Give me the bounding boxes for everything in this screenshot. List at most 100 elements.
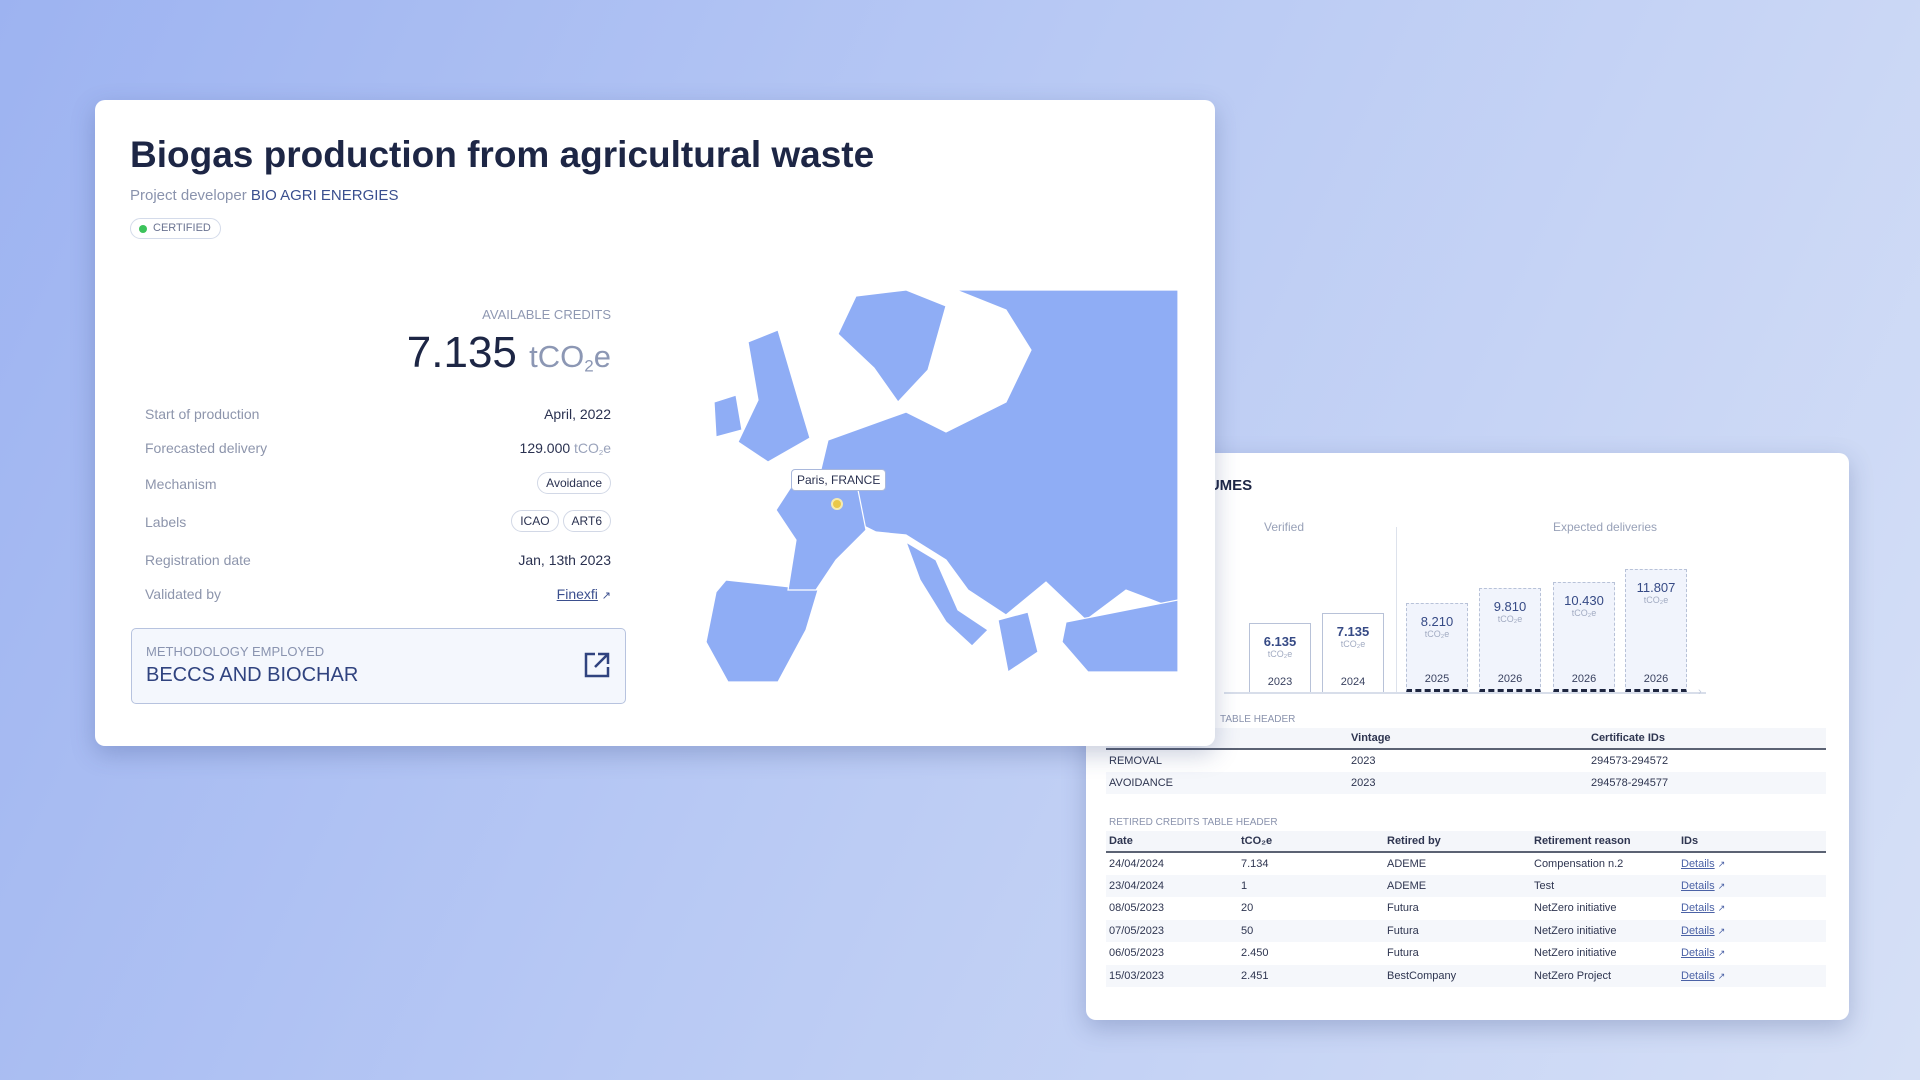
map-italy bbox=[904, 540, 989, 647]
table-cell: 2.450 bbox=[1241, 947, 1269, 960]
bar-unit-label: tCO₂e bbox=[1643, 594, 1669, 605]
table-row: 08/05/2023 20 Futura NetZero initiative Deta… bbox=[1106, 897, 1826, 920]
bar-unit-label: tCO₂e bbox=[1571, 607, 1597, 618]
status-text: CERTIFIED bbox=[153, 222, 211, 234]
table-cell: Futura bbox=[1384, 919, 1531, 942]
table-cell: ADEME bbox=[1387, 857, 1427, 870]
details-link[interactable]: Details bbox=[1681, 879, 1715, 892]
detail-label: Start of production bbox=[145, 406, 260, 422]
table-cell: AVOIDANCE bbox=[1106, 771, 1348, 794]
page-title: Biogas production from agricultural wast… bbox=[130, 134, 875, 175]
bar-2026: 11.807 tCO₂e 2026 bbox=[1625, 568, 1687, 692]
status-badge: CERTIFIED bbox=[130, 218, 221, 239]
verified-label: Verified bbox=[1264, 520, 1305, 534]
details-link[interactable]: Details bbox=[1681, 969, 1715, 982]
table-cell: 23/04/2024 bbox=[1106, 874, 1238, 897]
europe-map[interactable] bbox=[706, 290, 1178, 694]
table-cell: 2023 bbox=[1348, 771, 1588, 794]
available-credits-label: AVAILABLE CREDITS bbox=[482, 307, 611, 322]
map-ireland bbox=[713, 394, 743, 438]
external-link-icon[interactable] bbox=[583, 651, 611, 679]
bar-year-label: 2024 bbox=[1340, 675, 1366, 688]
map-pin-icon[interactable] bbox=[831, 498, 843, 510]
map-greece bbox=[997, 611, 1039, 674]
axis-arrow-icon: › bbox=[1698, 686, 1702, 698]
table-cell: 15/03/2023 bbox=[1106, 964, 1238, 987]
table-cell: 2023 bbox=[1351, 754, 1376, 767]
external-link-icon: ↗ bbox=[1717, 903, 1726, 914]
detail-mechanism: Mechanism Avoidance bbox=[145, 472, 611, 497]
bar-year-label: 2026 bbox=[1643, 672, 1669, 685]
column-header: Certificate IDs bbox=[1588, 728, 1826, 750]
bar-value-label: 11.807 bbox=[1636, 579, 1676, 595]
external-link-icon: ↗ bbox=[1717, 858, 1726, 869]
table-cell: 24/04/2024 bbox=[1109, 857, 1165, 870]
retired-table-label: RETIRED CREDITS TABLE HEADER bbox=[1109, 817, 1278, 828]
table-cell: Details ↗ bbox=[1678, 874, 1826, 897]
external-link-icon: ↗ bbox=[601, 590, 611, 602]
detail-forecast: Forecasted delivery 129.000 tCO2e bbox=[145, 437, 611, 461]
table-row: 24/04/2024 7.134 ADEME Compensation n.2 Deta… bbox=[1106, 852, 1826, 875]
table-cell: 7.134 bbox=[1241, 857, 1269, 870]
table-cell: 50 bbox=[1238, 919, 1384, 942]
detail-label: Validated by bbox=[145, 586, 222, 602]
table-cell: BestCompany bbox=[1384, 964, 1531, 987]
bar-2024: 7.135 tCO₂e 2024 bbox=[1322, 613, 1384, 692]
detail-label: Registration date bbox=[145, 552, 251, 568]
developer-label: Project developer bbox=[130, 187, 247, 204]
certificates-table-label: TABLE HEADER bbox=[1220, 714, 1296, 725]
expected-label: Expected deliveries bbox=[1553, 520, 1658, 534]
table-cell: Details ↗ bbox=[1678, 942, 1826, 965]
project-card: Biogas production from agricultural wast… bbox=[95, 100, 1215, 746]
external-link-icon: ↗ bbox=[1717, 948, 1726, 959]
table-cell: Futura bbox=[1387, 947, 1419, 960]
table-cell: Details ↗ bbox=[1678, 852, 1826, 875]
map-turkey bbox=[1061, 599, 1178, 673]
table-cell: REMOVAL bbox=[1109, 754, 1162, 767]
bar-year-label: 2026 bbox=[1497, 672, 1523, 685]
details-link[interactable]: Details bbox=[1681, 947, 1715, 960]
retired-credits-table: Date tCO₂e Retired by Retirement reason … bbox=[1106, 831, 1826, 987]
table-cell: ADEME bbox=[1384, 874, 1531, 897]
credits-unit: tCO2e bbox=[529, 339, 611, 376]
map-france bbox=[775, 469, 867, 591]
table-row: AVOIDANCE 2023 294578-294577 bbox=[1106, 771, 1826, 794]
details-link[interactable]: Details bbox=[1681, 924, 1715, 937]
detail-value: ICAO ART6 bbox=[507, 510, 611, 532]
bar-2026: 9.810 tCO₂e 2026 bbox=[1479, 587, 1541, 692]
detail-label: Labels bbox=[145, 514, 187, 530]
bar-unit-label: tCO₂e bbox=[1267, 648, 1293, 659]
map-iberia bbox=[706, 579, 819, 683]
detail-labels: Labels ICAO ART6 bbox=[145, 510, 611, 535]
bar-year-label: 2025 bbox=[1424, 672, 1450, 685]
column-header: Retirement reason bbox=[1531, 831, 1678, 853]
detail-label: Forecasted delivery bbox=[145, 440, 268, 456]
column-header: IDs bbox=[1678, 831, 1826, 853]
x-axis bbox=[1224, 692, 1706, 694]
map-scandinavia bbox=[837, 290, 947, 403]
label-pill: ART6 bbox=[562, 510, 611, 532]
bar-unit-label: tCO₂e bbox=[1340, 639, 1366, 650]
column-header: tCO₂e bbox=[1238, 831, 1384, 853]
detail-label: Mechanism bbox=[145, 476, 217, 492]
map-pin-label: Paris, FRANCE bbox=[791, 469, 887, 491]
bar-value-label: 9.810 bbox=[1493, 598, 1527, 614]
details-link[interactable]: Details bbox=[1681, 857, 1715, 870]
mechanism-pill: Avoidance bbox=[537, 472, 611, 494]
table-cell: 2.451 bbox=[1238, 964, 1384, 987]
project-developer: Project developer BIO AGRI ENERGIES bbox=[130, 187, 398, 204]
table-cell: NetZero initiative bbox=[1531, 919, 1678, 942]
status-dot-icon bbox=[139, 225, 147, 233]
table-cell: NetZero initiative bbox=[1534, 902, 1617, 915]
methodology-box[interactable]: METHODOLOGY EMPLOYED BECCS AND BIOCHAR bbox=[131, 628, 626, 704]
table-cell: 07/05/2023 bbox=[1106, 919, 1238, 942]
group-divider bbox=[1396, 527, 1397, 692]
bar-year-label: 2026 bbox=[1571, 672, 1597, 685]
validator-link[interactable]: Finexfi ↗ bbox=[556, 586, 611, 602]
external-link-icon: ↗ bbox=[1717, 925, 1726, 936]
details-link[interactable]: Details bbox=[1681, 902, 1715, 915]
table-row: 23/04/2024 1 ADEME Test Details ↗ bbox=[1106, 874, 1826, 897]
bar-2023: 6.135 tCO₂e 2023 bbox=[1249, 622, 1311, 692]
detail-validated: Validated by Finexfi ↗ bbox=[145, 583, 611, 607]
column-header: Date bbox=[1106, 831, 1238, 853]
